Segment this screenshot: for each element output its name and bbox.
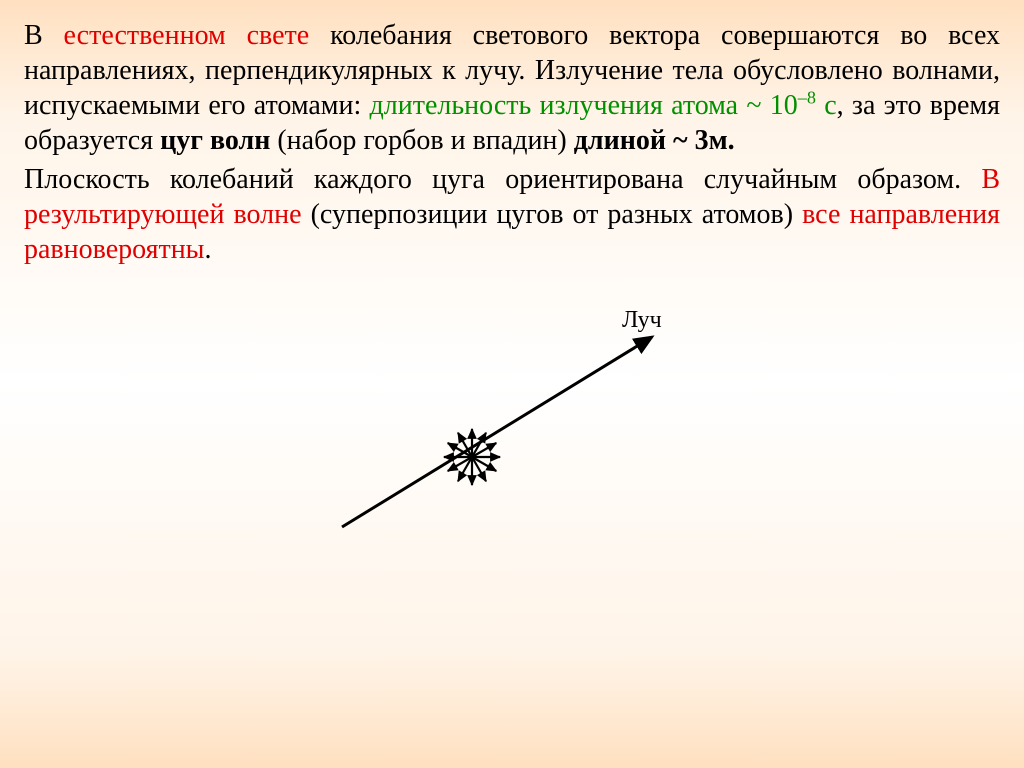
paragraph-1: В естественном свете колебания светового… [24, 18, 1000, 158]
text: (суперпозиции цугов от разных атомов) [302, 199, 803, 230]
bold-text: длиной ~ 3м. [574, 125, 735, 156]
text: В [24, 20, 64, 51]
text: . [205, 234, 212, 265]
text: Плоскость колебаний каждого цуга ориенти… [24, 164, 981, 195]
text: (набор горбов и впадин) [270, 125, 573, 156]
ray-arrow [342, 337, 652, 527]
ray-label: Луч [622, 307, 662, 333]
slide-content: В естественном свете колебания светового… [0, 0, 1024, 567]
highlight-green: длительность излучения атома ~ 10–8 с [370, 90, 837, 121]
highlight-red: естественном свете [64, 20, 310, 51]
ray-diagram: Луч [302, 297, 722, 557]
paragraph-2: Плоскость колебаний каждого цуга ориенти… [24, 162, 1000, 267]
exponent: –8 [798, 88, 816, 108]
bold-text: цуг волн [160, 125, 270, 156]
